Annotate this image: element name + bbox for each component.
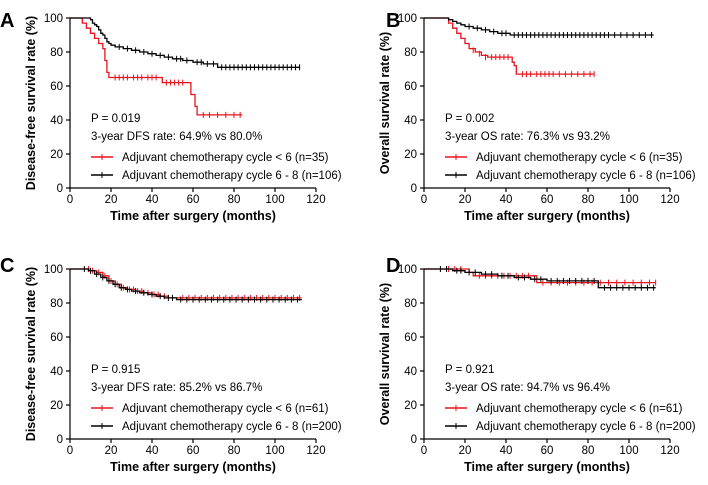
- y-tick-label: 0: [57, 434, 63, 446]
- rate-text: 3-year DFS rate: 64.9% vs 80.0%: [91, 131, 262, 143]
- y-tick-label: 100: [44, 264, 63, 276]
- y-axis-title: Disease-free survival rate (%): [24, 16, 38, 190]
- panel-a: A 0 20 40 60 80 100 0 20 40 60 80 100 120 Time after …: [0, 10, 342, 223]
- y-tick-label: 0: [57, 183, 63, 195]
- y-tick-label: 40: [50, 115, 63, 127]
- y-tick-label: 20: [50, 400, 63, 412]
- x-tick-label: 100: [265, 194, 284, 206]
- x-axis-title: Time after surgery (months): [464, 460, 630, 474]
- panel-letter: A: [0, 10, 14, 32]
- p-value: P = 0.002: [445, 113, 494, 125]
- km-curve-series-2: [424, 17, 654, 36]
- x-tick-label: 120: [306, 445, 325, 457]
- x-tick-label: 60: [187, 194, 200, 206]
- legend-label: Adjuvant chemotherapy cycle 6 - 8 (n=106…: [476, 170, 696, 182]
- legend-label: Adjuvant chemotherapy cycle < 6 (n=35): [122, 152, 329, 164]
- x-tick-label: 0: [67, 445, 73, 457]
- x-tick-label: 0: [67, 194, 73, 206]
- y-tick-label: 80: [404, 47, 417, 59]
- y-axis-title: Overall survival rate (%): [378, 283, 392, 425]
- x-tick-label: 20: [105, 194, 118, 206]
- p-value: P = 0.915: [91, 364, 140, 376]
- y-tick-label: 40: [50, 366, 63, 378]
- x-tick-label: 120: [660, 194, 679, 206]
- y-tick-label: 80: [50, 47, 63, 59]
- x-tick-label: 40: [146, 445, 159, 457]
- x-tick-label: 60: [187, 445, 200, 457]
- km-curve-series-2: [70, 17, 300, 68]
- km-curve-series-2: [424, 268, 656, 289]
- y-tick-label: 80: [404, 298, 417, 310]
- y-tick-label: 100: [44, 13, 63, 25]
- panel-d: D 0 20 40 60 80 100 0 20 40 60 80 100 120 Time after …: [378, 255, 696, 474]
- rate-text: 3-year OS rate: 94.7% vs 96.4%: [445, 382, 610, 394]
- y-tick-label: 60: [50, 332, 63, 344]
- x-tick-label: 80: [582, 194, 595, 206]
- km-plot-area: 0 20 40 60 80 100 0 20 40 60 80 100 120 Time after su…: [24, 264, 342, 474]
- km-curve-series-1: [424, 17, 595, 75]
- x-tick-label: 60: [541, 445, 554, 457]
- x-tick-label: 20: [459, 194, 472, 206]
- rate-text: 3-year DFS rate: 85.2% vs 86.7%: [91, 382, 262, 394]
- p-value: P = 0.019: [91, 113, 140, 125]
- y-tick-label: 60: [50, 81, 63, 93]
- legend-label: Adjuvant chemotherapy cycle 6 - 8 (n=106…: [122, 170, 342, 182]
- legend-label: Adjuvant chemotherapy cycle 6 - 8 (n=200…: [122, 421, 342, 433]
- panel-b: B 0 20 40 60 80 100 0 20 40 60 80 100 120 Time after …: [378, 10, 696, 223]
- km-curve-series-1: [70, 17, 243, 116]
- y-tick-label: 20: [404, 149, 417, 161]
- x-tick-label: 120: [660, 445, 679, 457]
- x-tick-label: 100: [619, 445, 638, 457]
- y-tick-label: 20: [404, 400, 417, 412]
- legend-label: Adjuvant chemotherapy cycle 6 - 8 (n=200…: [476, 421, 696, 433]
- x-tick-label: 40: [500, 445, 513, 457]
- x-tick-label: 80: [228, 194, 241, 206]
- x-tick-label: 40: [500, 194, 513, 206]
- panel-letter: C: [0, 255, 14, 277]
- x-tick-label: 80: [582, 445, 595, 457]
- p-value: P = 0.921: [445, 364, 494, 376]
- y-tick-label: 40: [404, 115, 417, 127]
- y-tick-label: 0: [411, 434, 417, 446]
- km-plot-area: 0 20 40 60 80 100 0 20 40 60 80 100 120 Time after su…: [378, 264, 696, 474]
- y-tick-label: 80: [50, 298, 63, 310]
- y-axis-title: Overall survival rate (%): [378, 32, 392, 174]
- x-tick-label: 80: [228, 445, 241, 457]
- panel-letter: B: [386, 10, 400, 32]
- x-tick-label: 0: [421, 194, 427, 206]
- x-axis-title: Time after surgery (months): [110, 460, 276, 474]
- y-tick-label: 0: [411, 183, 417, 195]
- x-axis-title: Time after surgery (months): [110, 209, 276, 223]
- rate-text: 3-year OS rate: 76.3% vs 93.2%: [445, 131, 610, 143]
- y-tick-label: 100: [398, 264, 417, 276]
- y-tick-label: 20: [50, 149, 63, 161]
- x-tick-label: 100: [265, 445, 284, 457]
- panel-letter: D: [386, 255, 400, 277]
- legend-label: Adjuvant chemotherapy cycle < 6 (n=35): [476, 152, 683, 164]
- y-tick-label: 60: [404, 332, 417, 344]
- y-axis-title: Disease-free survival rate (%): [24, 267, 38, 441]
- panel-c: C 0 20 40 60 80 100 0 20 40 60 80 100 120 Time after …: [0, 255, 342, 474]
- x-tick-label: 40: [146, 194, 159, 206]
- x-tick-label: 120: [306, 194, 325, 206]
- x-tick-label: 20: [105, 445, 118, 457]
- legend-label: Adjuvant chemotherapy cycle < 6 (n=61): [476, 403, 683, 415]
- legend-label: Adjuvant chemotherapy cycle < 6 (n=61): [122, 403, 329, 415]
- y-tick-label: 100: [398, 13, 417, 25]
- x-axis-title: Time after surgery (months): [464, 209, 630, 223]
- x-tick-label: 20: [459, 445, 472, 457]
- km-plot-area: 0 20 40 60 80 100 0 20 40 60 80 100 120 Time after su…: [378, 13, 696, 223]
- x-tick-label: 0: [421, 445, 427, 457]
- y-tick-label: 40: [404, 366, 417, 378]
- x-tick-label: 60: [541, 194, 554, 206]
- km-plot-area: 0 20 40 60 80 100 0 20 40 60 80 100 120 Time after su…: [24, 13, 342, 223]
- y-tick-label: 60: [404, 81, 417, 93]
- x-tick-label: 100: [619, 194, 638, 206]
- km-curve-series-2: [70, 268, 302, 301]
